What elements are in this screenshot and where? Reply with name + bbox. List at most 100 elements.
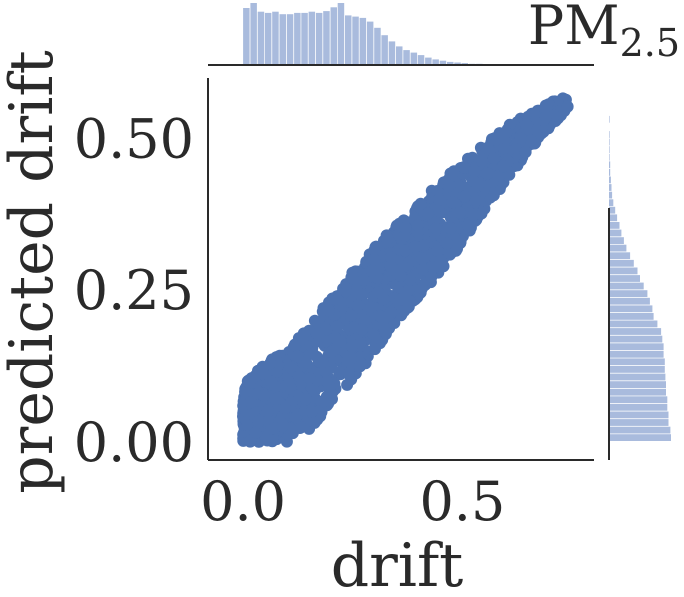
histogram-bar (417, 55, 425, 65)
x-tick-label: 0.0 (200, 470, 286, 533)
histogram-bar (609, 199, 614, 207)
scatter-points (237, 92, 574, 448)
scatter-point (422, 207, 435, 220)
scatter-point (384, 251, 397, 264)
histogram-bar (609, 434, 671, 441)
scatter-point (299, 393, 312, 405)
histogram-bar (264, 12, 272, 65)
scatter-point (357, 274, 370, 286)
scatter-point (330, 320, 343, 333)
scatter-point (346, 272, 359, 285)
y-axis-label: predicted drift (0, 50, 67, 494)
scatter-point (262, 404, 274, 417)
scatter-point (397, 260, 410, 273)
scatter-point (480, 167, 493, 180)
histogram-bar (609, 191, 613, 199)
scatter-point (305, 405, 318, 418)
scatter-point (288, 339, 301, 352)
scatter-point (458, 190, 471, 203)
scatter-point (404, 274, 417, 286)
scatter-point (561, 100, 574, 113)
histogram-bar (381, 35, 388, 65)
histogram-bar (359, 17, 367, 65)
histogram-bar (323, 11, 330, 66)
scatter-point (270, 365, 283, 378)
histogram-bar (609, 282, 644, 290)
histogram-bar (337, 3, 345, 65)
y-tick-label: 0.00 (74, 411, 194, 474)
histogram-bar (279, 14, 286, 65)
histogram-bar (609, 267, 638, 275)
histogram-bar (609, 388, 666, 396)
scatter-point (333, 365, 346, 378)
scatter-point (444, 222, 457, 235)
scatter-point (476, 155, 489, 167)
scatter-point (451, 242, 463, 255)
histogram-bar (388, 41, 396, 65)
histogram-bar (609, 146, 610, 153)
scatter-point (316, 356, 329, 369)
histogram-bar (294, 12, 301, 65)
y-tick-label: 0.50 (74, 108, 194, 171)
y-tick-label: 0.25 (74, 259, 194, 322)
histogram-bar (250, 3, 257, 65)
histogram-bar (609, 237, 624, 244)
histogram-bar (609, 131, 610, 138)
histogram-bar (609, 153, 610, 161)
histogram-bar (345, 15, 352, 65)
scatter-point (320, 375, 333, 388)
scatter-point (257, 389, 270, 402)
scatter-point (291, 350, 304, 363)
histogram-bar (432, 59, 439, 65)
histogram-bar (366, 21, 374, 66)
scatter-point (345, 309, 357, 322)
histogram-bar (609, 320, 658, 328)
scatter-point (239, 386, 252, 399)
top-marginal-histogram (243, 3, 498, 66)
histogram-bar (609, 206, 616, 214)
scatter-point (342, 367, 355, 379)
scatter-point (374, 310, 387, 323)
histogram-bar (315, 12, 323, 65)
scatter-point (256, 363, 269, 376)
histogram-bar (609, 373, 666, 381)
histogram-bar (609, 335, 663, 343)
scatter-point (394, 269, 407, 282)
scatter-point (487, 152, 500, 165)
x-axis-label: drift (331, 531, 464, 597)
histogram-bar (609, 366, 665, 373)
scatter-point (416, 282, 428, 295)
histogram-bar (609, 252, 631, 260)
histogram-bar (609, 244, 627, 252)
x-tick-label: 0.5 (419, 470, 505, 533)
scatter-point (467, 209, 480, 221)
histogram-bar (454, 62, 461, 65)
histogram-bar (609, 297, 650, 305)
scatter-point (414, 197, 427, 210)
scatter-point (432, 193, 445, 206)
histogram-bar (609, 411, 669, 419)
scatter-point (296, 332, 309, 345)
scatter-point (303, 372, 316, 385)
histogram-bar (609, 259, 634, 267)
scatter-point (269, 393, 282, 405)
scatter-point (519, 146, 532, 159)
chart-title-subscript: 2.5 (620, 21, 680, 65)
histogram-bar (243, 8, 250, 65)
chart-title-main: PM (528, 0, 620, 57)
histogram-bar (609, 426, 671, 434)
scatter-point (276, 420, 289, 433)
histogram-bar (308, 11, 316, 65)
scatter-point (353, 360, 366, 373)
scatter-point (399, 244, 412, 257)
histogram-bar (330, 7, 337, 66)
histogram-bar (609, 290, 648, 297)
histogram-bar (609, 328, 662, 335)
scatter-point (399, 221, 412, 234)
histogram-bar (257, 11, 265, 65)
histogram-bar (447, 61, 454, 65)
scatter-point (441, 237, 453, 250)
histogram-bar (609, 305, 653, 313)
scatter-point (359, 314, 372, 327)
x-tick-labels: 0.0 0.5 (200, 470, 505, 533)
